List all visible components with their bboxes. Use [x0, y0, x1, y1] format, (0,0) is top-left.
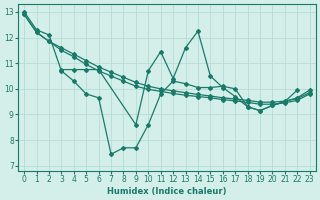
- X-axis label: Humidex (Indice chaleur): Humidex (Indice chaleur): [107, 187, 227, 196]
